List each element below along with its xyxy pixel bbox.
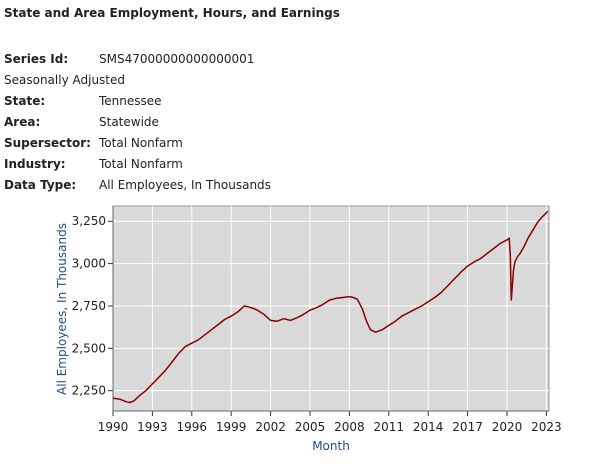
state-label: State:	[4, 94, 46, 108]
grid-lines	[112, 206, 549, 411]
supersector-value: Total Nonfarm	[99, 136, 183, 150]
industry-value: Total Nonfarm	[99, 157, 183, 171]
state-value: Tennessee	[99, 94, 162, 108]
x-tick-label: 1999	[216, 420, 247, 434]
y-tick-label: 3,000	[72, 257, 106, 271]
area-label: Area:	[4, 115, 41, 129]
series-id-label: Series Id:	[4, 52, 69, 66]
axes: 1990 1993 1996 1999 2002 2005 2008 2011 2014 2017…	[72, 206, 562, 434]
supersector-label: Supersector:	[4, 136, 91, 150]
x-tick-label: 2005	[295, 420, 326, 434]
x-tick-label: 2017	[452, 420, 483, 434]
x-tick-label: 2008	[334, 420, 365, 434]
x-tick-label: 2023	[531, 420, 562, 434]
industry-label: Industry:	[4, 157, 66, 171]
x-tick-label: 1993	[137, 420, 168, 434]
seasonal-adjustment-text: Seasonally Adjusted	[4, 73, 126, 87]
y-tick-label: 3,250	[72, 214, 106, 228]
x-tick-label: 1990	[98, 420, 129, 434]
series-id-value: SMS47000000000000001	[99, 52, 255, 66]
page-title: State and Area Employment, Hours, and Ea…	[4, 6, 340, 20]
x-tick-label: 2002	[255, 420, 286, 434]
x-tick-label: 2014	[413, 420, 444, 434]
area-value: Statewide	[99, 115, 159, 129]
series-layer	[112, 210, 549, 404]
y-tick-label: 2,250	[72, 384, 106, 398]
data-type-value: All Employees, In Thousands	[99, 178, 271, 192]
series-line-0	[112, 210, 549, 404]
y-tick-label: 2,500	[72, 341, 106, 355]
y-axis-label: All Employees, In Thousands	[55, 223, 69, 395]
x-tick-label: 2011	[374, 420, 405, 434]
plot-area	[112, 205, 550, 412]
x-tick-label: 2020	[492, 420, 523, 434]
y-tick-label: 2,750	[72, 299, 106, 313]
x-axis-label: Month	[312, 439, 350, 453]
x-tick-label: 1996	[177, 420, 208, 434]
data-type-label: Data Type:	[4, 178, 77, 192]
